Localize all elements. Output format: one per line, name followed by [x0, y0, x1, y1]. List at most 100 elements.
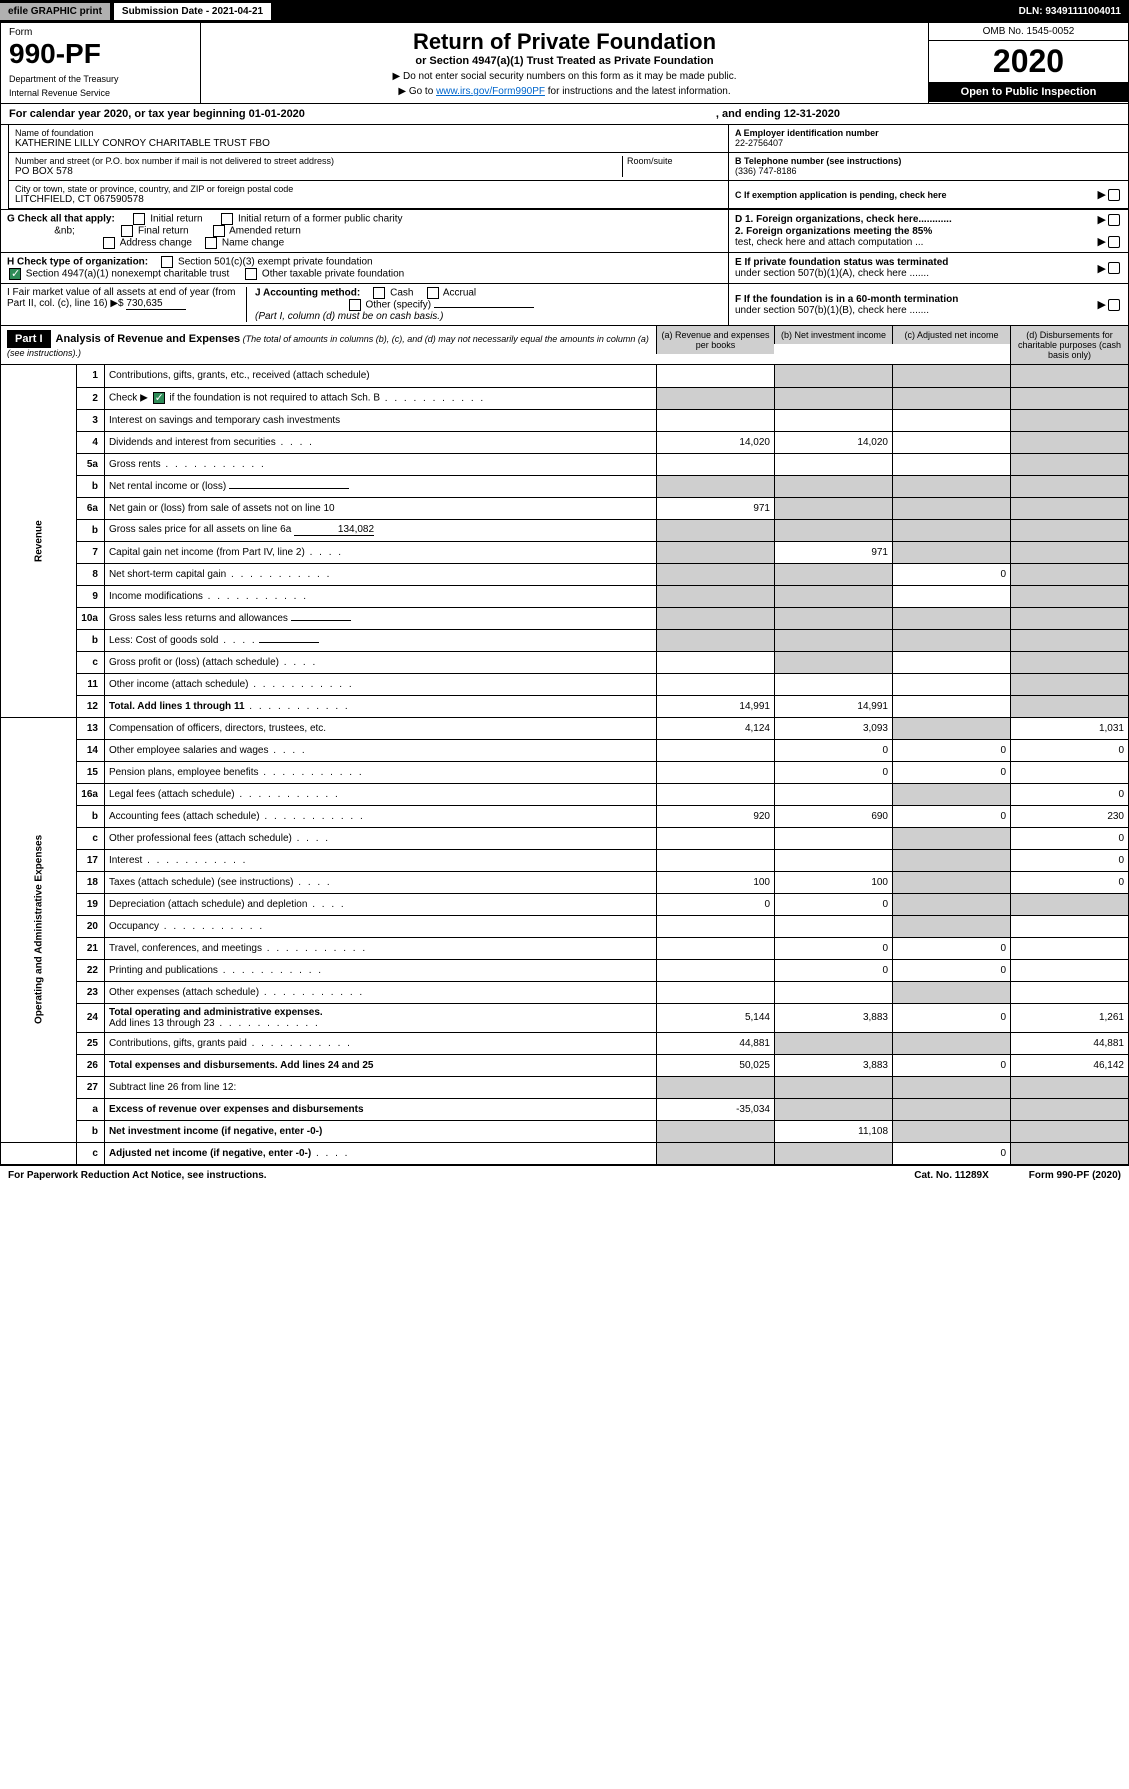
cell-value: 5,144: [657, 1003, 775, 1032]
e-check[interactable]: [1108, 262, 1120, 274]
table-row: 12Total. Add lines 1 through 1114,99114,…: [1, 695, 1129, 717]
d1-check[interactable]: [1108, 214, 1120, 226]
c-checkbox[interactable]: [1108, 189, 1120, 201]
g-final-check[interactable]: [121, 225, 133, 237]
expenses-side-label: Operating and Administrative Expenses: [1, 717, 77, 1142]
table-row: Revenue 1Contributions, gifts, grants, e…: [1, 365, 1129, 387]
row-desc: Other employee salaries and wages: [104, 739, 656, 761]
g-initial-former-check[interactable]: [221, 213, 233, 225]
top-bar: efile GRAPHIC print Submission Date - 20…: [0, 0, 1129, 22]
table-row: 8Net short-term capital gain0: [1, 563, 1129, 585]
cell-value: 0: [775, 937, 893, 959]
row-desc: Other income (attach schedule): [104, 673, 656, 695]
g-section: G Check all that apply: Initial return I…: [1, 210, 728, 252]
ein-label: A Employer identification number: [735, 128, 1122, 138]
row-desc: Check ▶ if the foundation is not require…: [104, 387, 656, 409]
g-label: G Check all that apply:: [7, 214, 115, 225]
table-row: bGross sales price for all assets on lin…: [1, 519, 1129, 541]
sch-b-check[interactable]: [153, 392, 165, 404]
cell-value: 0: [775, 893, 893, 915]
table-row: 23Other expenses (attach schedule): [1, 981, 1129, 1003]
note-ssn: ▶ Do not enter social security numbers o…: [207, 71, 922, 82]
j-accrual-check[interactable]: [427, 287, 439, 299]
j-cash-check[interactable]: [373, 287, 385, 299]
g-amended-check[interactable]: [213, 225, 225, 237]
section-ij-row: I Fair market value of all assets at end…: [0, 284, 1129, 326]
row-desc: Dividends and interest from securities: [104, 431, 656, 453]
irs-link[interactable]: www.irs.gov/Form990PF: [436, 86, 545, 97]
g-initial-check[interactable]: [133, 213, 145, 225]
table-row: cOther professional fees (attach schedul…: [1, 827, 1129, 849]
calendar-year-row: For calendar year 2020, or tax year begi…: [0, 104, 1129, 125]
part1-header-row: Part I Analysis of Revenue and Expenses …: [0, 326, 1129, 365]
row-desc: Net short-term capital gain: [104, 563, 656, 585]
row6b-value: 134,082: [294, 524, 374, 536]
h-other-check[interactable]: [245, 268, 257, 280]
cell-value: 100: [657, 871, 775, 893]
row-desc: Gross sales price for all assets on line…: [104, 519, 656, 541]
form-title: Return of Private Foundation: [207, 29, 922, 55]
addr-value: PO BOX 578: [15, 166, 622, 177]
row-desc: Total expenses and disbursements. Add li…: [104, 1054, 656, 1076]
section-g-row: G Check all that apply: Initial return I…: [0, 210, 1129, 253]
d2b-label: test, check here and attach computation …: [735, 237, 923, 248]
cell-value: 1,261: [1011, 1003, 1129, 1032]
cell-value: 0: [1011, 871, 1129, 893]
h-501-check[interactable]: [161, 256, 173, 268]
room-label: Room/suite: [627, 156, 722, 166]
form-subtitle: or Section 4947(a)(1) Trust Treated as P…: [207, 55, 922, 67]
form-header: Form 990-PF Department of the Treasury I…: [0, 22, 1129, 104]
table-row: 27Subtract line 26 from line 12:: [1, 1076, 1129, 1098]
cell-value: 100: [775, 871, 893, 893]
table-row: 16aLegal fees (attach schedule)0: [1, 783, 1129, 805]
c-label: C If exemption application is pending, c…: [735, 190, 1098, 200]
ij-section: I Fair market value of all assets at end…: [1, 284, 728, 325]
row-desc: Accounting fees (attach schedule): [104, 805, 656, 827]
row-desc: Other expenses (attach schedule): [104, 981, 656, 1003]
cell-value: 0: [893, 739, 1011, 761]
section-h-row: H Check type of organization: Section 50…: [0, 253, 1129, 284]
table-row: 4Dividends and interest from securities1…: [1, 431, 1129, 453]
g-name-change-check[interactable]: [205, 237, 217, 249]
g-addr-change-check[interactable]: [103, 237, 115, 249]
j-label: J Accounting method:: [255, 288, 360, 299]
h-4947-check[interactable]: [9, 268, 21, 280]
j-note: (Part I, column (d) must be on cash basi…: [255, 311, 443, 322]
ein-value: 22-2756407: [735, 138, 1122, 148]
cell-value: 0: [893, 761, 1011, 783]
part1-title: Analysis of Revenue and Expenses: [56, 333, 241, 345]
table-row: 22Printing and publications00: [1, 959, 1129, 981]
row-desc: Adjusted net income (if negative, enter …: [104, 1142, 656, 1164]
cell-value: 0: [775, 761, 893, 783]
cell-value: 0: [1011, 783, 1129, 805]
cell-value: 971: [657, 497, 775, 519]
ein-cell: A Employer identification number 22-2756…: [728, 125, 1128, 153]
page-footer: For Paperwork Reduction Act Notice, see …: [0, 1165, 1129, 1185]
d1-label: D 1. Foreign organizations, check here..…: [735, 214, 1098, 225]
table-row: Operating and Administrative Expenses 13…: [1, 717, 1129, 739]
part1-table: Revenue 1Contributions, gifts, grants, e…: [0, 365, 1129, 1165]
city-value: LITCHFIELD, CT 067590578: [15, 194, 722, 205]
tel-value: (336) 747-8186: [735, 166, 1122, 176]
omb-number: OMB No. 1545-0052: [929, 23, 1128, 41]
row-desc: Net rental income or (loss): [104, 475, 656, 497]
form-title-block: Return of Private Foundation or Section …: [201, 23, 928, 103]
f-check[interactable]: [1108, 299, 1120, 311]
h-section: H Check type of organization: Section 50…: [1, 253, 728, 283]
table-row: 3Interest on savings and temporary cash …: [1, 409, 1129, 431]
cell-value: 920: [657, 805, 775, 827]
table-row: bLess: Cost of goods sold: [1, 629, 1129, 651]
table-row: 26Total expenses and disbursements. Add …: [1, 1054, 1129, 1076]
row-desc: Net gain or (loss) from sale of assets n…: [104, 497, 656, 519]
col-b-header: (b) Net investment income: [774, 326, 892, 344]
part1-label: Part I: [7, 330, 51, 348]
g-name-change: Name change: [222, 238, 284, 249]
table-row: cAdjusted net income (if negative, enter…: [1, 1142, 1129, 1164]
cell-value: 3,883: [775, 1054, 893, 1076]
cell-value: 690: [775, 805, 893, 827]
j-other-check[interactable]: [349, 299, 361, 311]
row-desc: Interest: [104, 849, 656, 871]
cal-year-end: , and ending 12-31-2020: [716, 108, 840, 120]
row-desc: Taxes (attach schedule) (see instruction…: [104, 871, 656, 893]
d2-check[interactable]: [1108, 236, 1120, 248]
